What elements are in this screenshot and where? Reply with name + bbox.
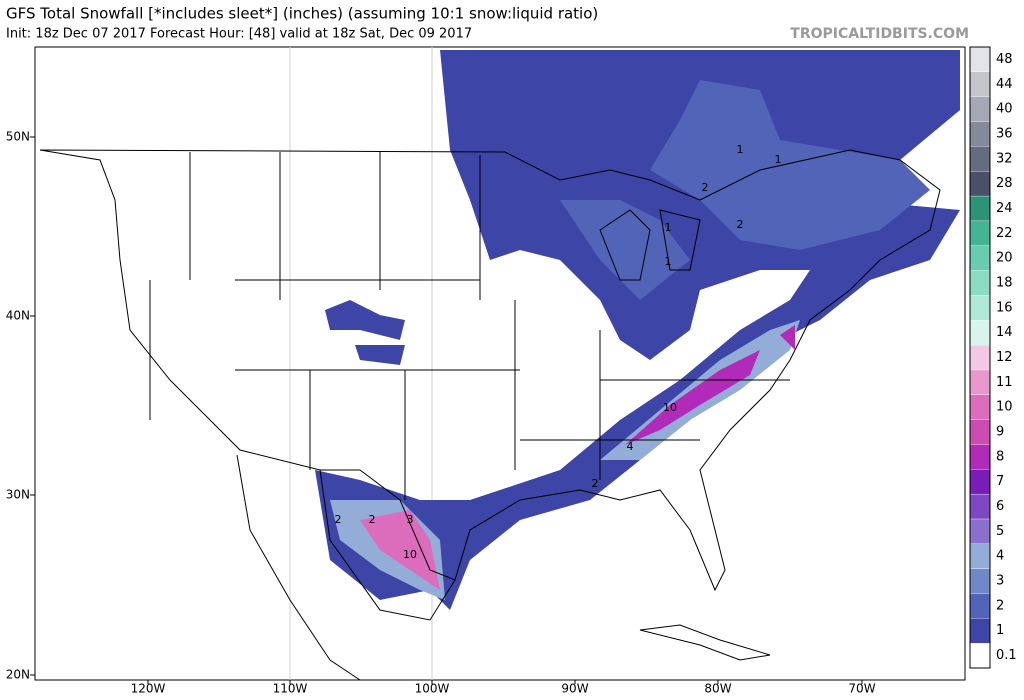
colorbar: 0.11234567891011121416182022242832364044… <box>969 46 1017 669</box>
great-lakes <box>599 209 701 281</box>
colorbar-label: 18 <box>996 275 1013 290</box>
contour-label: 2 <box>592 477 599 490</box>
colorbar-frame <box>969 46 991 669</box>
colorbar-swatch <box>969 394 991 420</box>
contour-label: 2 <box>369 513 376 526</box>
colorbar-swatch <box>969 295 991 321</box>
colorbar-label: 22 <box>996 226 1013 241</box>
colorbar-label: 20 <box>996 251 1013 266</box>
colorbar-label: 12 <box>996 350 1013 365</box>
colorbar-label: 16 <box>996 300 1013 315</box>
colorbar-swatch <box>969 643 991 669</box>
credit: TROPICALTIDBITS.COM <box>790 26 969 42</box>
colorbar-swatch <box>969 121 991 147</box>
colorbar-swatch <box>969 195 991 222</box>
title: GFS Total Snowfall [*includes sleet*] (i… <box>6 5 598 23</box>
colorbar-swatch <box>969 518 991 544</box>
colorbar-swatch <box>969 220 991 246</box>
colorbar-label: 9 <box>996 425 1004 440</box>
colorbar-label: 11 <box>996 375 1013 390</box>
colorbar-label: 44 <box>996 77 1013 92</box>
colorbar-swatch <box>969 146 991 172</box>
colorbar-label: 32 <box>996 151 1013 166</box>
mexico-outline <box>236 454 456 681</box>
lat-label: 20N <box>6 668 30 682</box>
colorbar-swatch <box>969 71 991 97</box>
colorbar-swatch <box>969 320 991 346</box>
colorbar-swatch <box>969 543 991 569</box>
colorbar-swatch <box>969 96 991 122</box>
coastline <box>39 149 941 592</box>
contour-label: 1 <box>665 221 672 234</box>
colorbar-swatch <box>969 369 991 395</box>
contour-label: 2 <box>737 218 744 231</box>
colorbar-label: 7 <box>996 474 1004 489</box>
lat-label: 30N <box>6 488 30 502</box>
colorbar-swatch <box>969 618 991 644</box>
lon-label: 100W <box>415 682 450 696</box>
colorbar-label: 6 <box>996 499 1004 514</box>
lat-label: 50N <box>6 130 30 144</box>
colorbar-label: 8 <box>996 449 1004 464</box>
contour-label: 4 <box>627 440 634 453</box>
map-panel <box>34 46 966 681</box>
contour-label: 1 <box>665 255 672 268</box>
colorbar-label: 28 <box>996 176 1013 191</box>
colorbar-label: 24 <box>996 201 1013 216</box>
lon-label: 110W <box>273 682 308 696</box>
contour-label: 10 <box>663 401 677 414</box>
colorbar-label: 4 <box>996 549 1004 564</box>
contour-label: 1 <box>737 143 744 156</box>
lon-label: 120W <box>131 682 166 696</box>
colorbar-swatch <box>969 568 991 594</box>
colorbar-swatch <box>969 46 991 72</box>
colorbar-swatch <box>969 493 991 520</box>
contour-label: 3 <box>407 513 414 526</box>
colorbar-label: 36 <box>996 126 1013 141</box>
colorbar-label: 40 <box>996 102 1013 117</box>
colorbar-swatch <box>969 444 991 470</box>
state-borders <box>149 152 790 500</box>
snow-area <box>560 200 690 300</box>
lat-label: 40N <box>6 309 30 323</box>
colorbar-swatch <box>969 419 991 445</box>
colorbar-label: 10 <box>996 400 1013 415</box>
colorbar-swatch <box>969 270 991 296</box>
snow-area <box>325 300 405 365</box>
colorbar-swatch <box>969 245 991 271</box>
colorbar-label: 5 <box>996 524 1004 539</box>
colorbar-label: 0.1 <box>996 648 1017 663</box>
colorbar-swatch <box>969 344 991 371</box>
cuba <box>639 624 771 661</box>
colorbar-swatch <box>969 593 991 619</box>
lon-label: 80W <box>704 682 731 696</box>
lon-label: 70W <box>848 682 875 696</box>
colorbar-label: 2 <box>996 598 1004 613</box>
subtitle: Init: 18z Dec 07 2017 Forecast Hour: [48… <box>6 27 472 42</box>
contour-label: 1 <box>775 153 782 166</box>
snow-area <box>650 80 930 250</box>
contour-label: 2 <box>335 513 342 526</box>
colorbar-label: 14 <box>996 325 1013 340</box>
colorbar-label: 48 <box>996 52 1013 67</box>
colorbar-label: 3 <box>996 574 1004 589</box>
colorbar-label: 1 <box>996 623 1004 638</box>
snow-area <box>625 325 795 445</box>
colorbar-swatch <box>969 171 991 197</box>
contour-label: 10 <box>403 548 417 561</box>
snow-area <box>360 510 440 590</box>
lon-label: 90W <box>561 682 588 696</box>
colorbar-swatch <box>969 469 991 495</box>
contour-label: 2 <box>702 181 709 194</box>
